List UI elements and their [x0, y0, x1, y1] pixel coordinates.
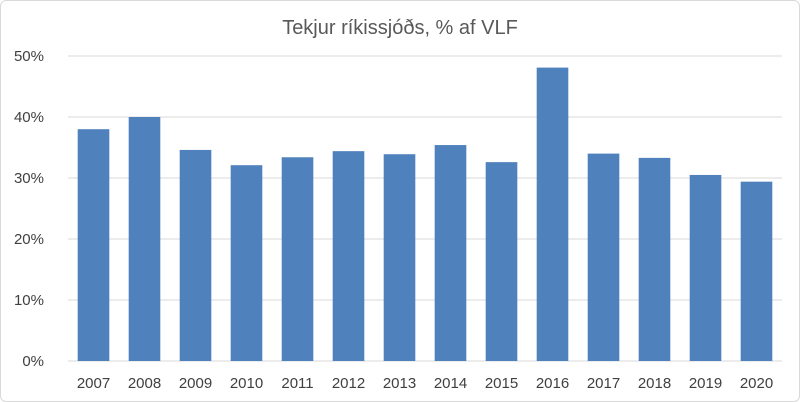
- bar-2009: [179, 149, 212, 361]
- x-tick-label: 2017: [587, 375, 620, 392]
- bar-2015: [485, 162, 518, 361]
- y-tick-label: 0%: [22, 353, 44, 370]
- y-tick-label: 10%: [14, 292, 44, 309]
- x-tick-label: 2015: [485, 375, 518, 392]
- bar-2018: [638, 157, 671, 361]
- x-tick-label: 2013: [383, 375, 416, 392]
- x-tick-label: 2018: [638, 375, 671, 392]
- x-tick-label: 2009: [179, 375, 212, 392]
- bar-2012: [332, 151, 365, 361]
- bar-2019: [689, 174, 722, 361]
- x-tick-label: 2011: [281, 375, 313, 392]
- bar-2013: [383, 154, 416, 361]
- x-tick-label: 2020: [740, 375, 773, 392]
- y-tick-label: 50%: [14, 48, 44, 65]
- bar-2008: [128, 117, 161, 361]
- y-tick-label: 20%: [14, 231, 44, 248]
- bar-2020: [740, 181, 773, 361]
- bar-2014: [434, 145, 467, 361]
- bar-2010: [230, 165, 263, 361]
- x-tick-label: 2008: [128, 375, 161, 392]
- bars: [77, 67, 773, 361]
- x-tick-label: 2007: [77, 375, 110, 392]
- chart-title: Tekjur ríkissjóðs, % af VLF: [282, 17, 518, 39]
- x-tick-label: 2019: [689, 375, 722, 392]
- y-axis: 0% 10% 20% 30% 40% 50%: [14, 48, 44, 370]
- x-tick-label: 2014: [434, 375, 467, 392]
- x-axis: 2007 2008 2009 2010 2011 2012 2013 2014 2015 2016…: [77, 375, 773, 392]
- x-tick-label: 2012: [332, 375, 365, 392]
- y-tick-label: 40%: [14, 109, 44, 126]
- bar-2007: [77, 129, 110, 361]
- bar-2016: [536, 67, 569, 361]
- y-tick-label: 30%: [14, 170, 44, 187]
- gridlines: [68, 55, 782, 362]
- bar-2017: [587, 153, 620, 361]
- x-tick-label: 2016: [536, 375, 569, 392]
- x-tick-label: 2010: [230, 375, 263, 392]
- bar-2011: [281, 157, 314, 361]
